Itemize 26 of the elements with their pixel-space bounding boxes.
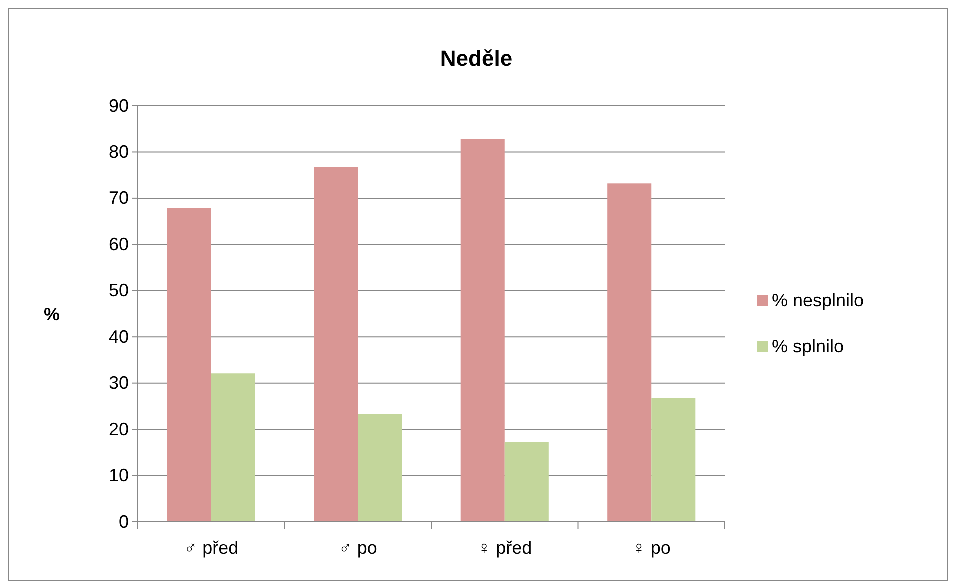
- bar: [211, 374, 256, 522]
- bar: [314, 167, 358, 522]
- x-tick-label: ♂ po: [338, 538, 378, 558]
- bar: [460, 139, 505, 522]
- legend-label: % nesplnilo: [772, 290, 864, 310]
- y-tick-label: 80: [108, 142, 129, 162]
- y-tick-label: 60: [108, 234, 129, 254]
- x-tick-label: ♀ po: [632, 538, 671, 558]
- legend-label: % splnilo: [772, 336, 844, 356]
- y-tick-label: 20: [108, 419, 129, 440]
- bar: [608, 184, 652, 522]
- y-axis-title: %: [44, 304, 60, 324]
- y-tick-label: 10: [108, 466, 129, 486]
- y-tick-label: 0: [118, 512, 129, 532]
- y-tick-label: 30: [108, 373, 129, 394]
- y-tick-label: 40: [108, 326, 129, 347]
- x-tick-label: ♂ před: [184, 538, 239, 558]
- bar: [504, 442, 549, 522]
- y-tick-label: 90: [108, 96, 129, 116]
- y-tick-label: 50: [108, 280, 129, 301]
- bar: [167, 208, 212, 522]
- bar: [652, 398, 696, 522]
- chart-title: Neděle: [440, 46, 513, 71]
- bar: [358, 414, 402, 522]
- x-tick-label: ♀ před: [478, 538, 532, 558]
- y-tick-label: 70: [108, 188, 129, 208]
